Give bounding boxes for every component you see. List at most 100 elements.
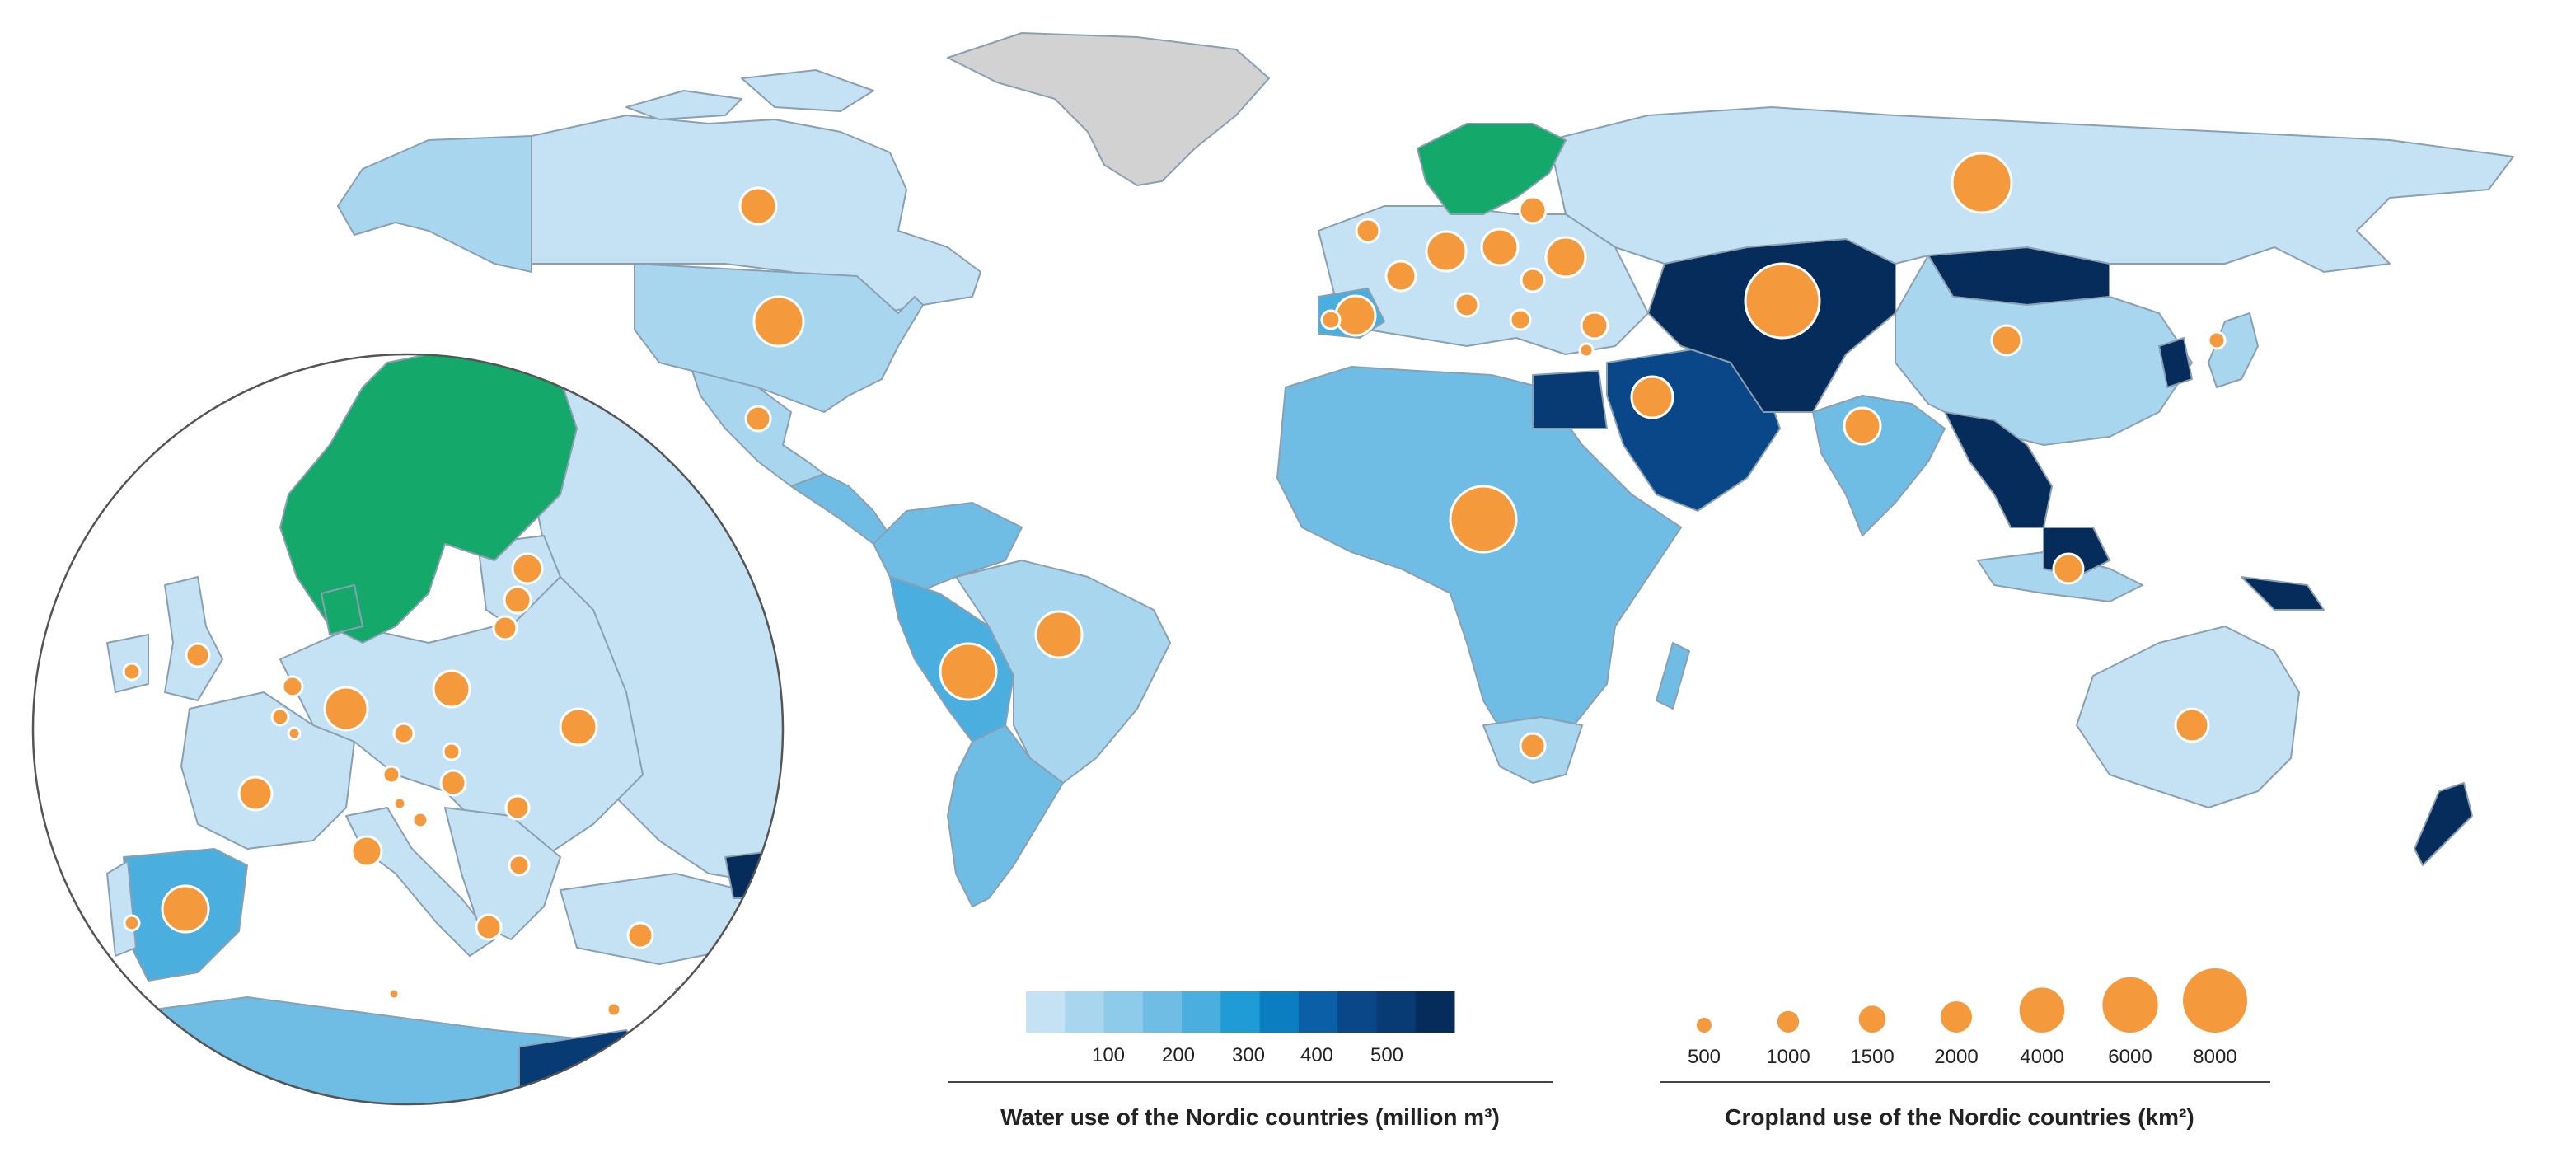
water-scale-ticks: 100 200 300 400 500 — [1092, 1044, 1403, 1066]
bubble-canada — [738, 186, 778, 226]
water-scale-step — [1259, 991, 1300, 1033]
country-japan — [2208, 312, 2259, 388]
cropland-size-bubble — [2017, 986, 2067, 1034]
cropland-size-bubble — [1695, 1016, 1713, 1034]
water-tick-label: 400 — [1300, 1044, 1333, 1066]
bubble-peru — [939, 642, 998, 701]
water-scale-step — [1103, 991, 1144, 1033]
water-tick-label: 300 — [1232, 1044, 1265, 1066]
bubble-inset-uk — [185, 642, 211, 668]
bubble-poland-world — [1480, 227, 1520, 267]
water-use-legend: 100 200 300 400 500 Water use of the Nordic … — [948, 991, 1553, 1130]
cropland-size-label: 2000 — [1934, 1046, 1978, 1068]
country-papua-new-guinea — [2241, 576, 2325, 611]
bubble-france-world — [1384, 260, 1417, 293]
bubble-inset-portugal — [123, 914, 141, 932]
bubble-greece-world — [1509, 308, 1532, 331]
country-canada-islands — [625, 69, 874, 120]
cropland-size-label: 1000 — [1766, 1046, 1810, 1068]
bubble-south-africa — [1519, 732, 1547, 760]
cropland-size-label: 4000 — [2020, 1046, 2063, 1068]
water-scale-step — [1220, 991, 1261, 1033]
bubble-inset-slovakia — [442, 742, 461, 761]
country-russia — [1548, 106, 2514, 273]
water-scale-step — [1376, 991, 1417, 1033]
region-nordic-world — [1417, 123, 1567, 215]
inset-cropland-bubbles — [122, 552, 654, 1018]
bubble-spain-world — [1334, 294, 1377, 337]
bubble-cyprus-world — [1578, 342, 1595, 358]
bubble-italy-world — [1454, 292, 1480, 318]
water-scale-step — [1337, 991, 1377, 1033]
bubble-inset-cyprus — [606, 1001, 622, 1018]
country-china — [1895, 255, 2193, 446]
cropland-size-label: 8000 — [2193, 1046, 2236, 1068]
country-usa-alaska — [337, 135, 532, 273]
bubble-inset-czech — [392, 722, 415, 745]
inset-denmark — [321, 584, 363, 635]
bubble-brazil — [1034, 610, 1084, 659]
bubble-baltic-world — [1518, 195, 1548, 225]
cropland-size-bubble — [2101, 975, 2160, 1035]
bubble-saudi-arabia — [1630, 375, 1674, 419]
world-cropland-bubbles — [738, 152, 2227, 760]
region-central-america — [790, 473, 891, 545]
cropland-use-legend: 500 1000 1500 2000 4000 6000 8000 Cropland use… — [1660, 967, 2270, 1130]
bubble-central-africa — [1449, 485, 1518, 554]
bubble-india — [1843, 406, 1882, 446]
bubble-australia — [2174, 707, 2210, 743]
inset-caucasus — [724, 848, 783, 899]
bubble-kazakhstan — [1744, 262, 1821, 340]
bubble-inset-belgium — [270, 707, 290, 727]
country-greenland — [947, 32, 1270, 186]
bubble-inset-croatia — [411, 811, 429, 829]
bubble-inset-slovenia — [392, 796, 407, 811]
bubble-china — [1990, 324, 2023, 357]
inset-uk — [164, 576, 223, 701]
bubble-inset-italy — [350, 835, 383, 868]
water-tick-label: 200 — [1162, 1044, 1195, 1066]
water-color-scale — [1026, 991, 1455, 1033]
europe-inset — [31, 353, 785, 1106]
water-scale-step — [1182, 991, 1221, 1033]
region-southern-south-america — [947, 724, 1064, 907]
bubble-inset-estonia — [511, 552, 544, 585]
cropland-size-label: 500 — [1688, 1046, 1721, 1068]
country-brazil — [955, 560, 1171, 784]
bubble-inset-serbia — [508, 854, 531, 877]
water-scale-step — [1415, 991, 1455, 1033]
bubble-inset-lithuania — [492, 615, 518, 641]
cropland-size-label: 1500 — [1850, 1046, 1894, 1068]
cropland-size-label: 6000 — [2108, 1046, 2152, 1068]
bubble-inset-france — [237, 775, 274, 812]
bubble-inset-poland — [432, 669, 471, 709]
bubble-uk-world — [1355, 218, 1381, 244]
country-egypt — [1532, 370, 1608, 429]
inset-portugal — [106, 860, 137, 957]
bubble-inset-luxembourg — [287, 726, 302, 741]
bubble-usa — [752, 295, 805, 348]
water-legend-title: Water use of the Nordic countries (milli… — [1000, 1104, 1500, 1130]
bubble-inset-germany — [323, 686, 369, 732]
inset-balkans — [444, 807, 561, 940]
cropland-size-bubble — [2181, 967, 2249, 1034]
bubble-inset-turkey — [626, 921, 654, 949]
bubble-inset-ireland — [122, 662, 142, 682]
bubble-inset-greece — [475, 913, 503, 941]
bubble-inset-ukraine — [559, 707, 598, 747]
bubble-inset-hungary — [439, 769, 467, 797]
water-scale-step — [1298, 991, 1338, 1033]
bubble-inset-romania — [504, 794, 531, 821]
cropland-size-bubbles: 500 1000 1500 2000 4000 6000 8000 — [1688, 967, 2249, 1068]
bubble-japan — [2207, 330, 2227, 350]
inset-turkey — [560, 873, 742, 965]
cropland-size-bubble — [1775, 1009, 1801, 1035]
bubble-mexico — [744, 405, 772, 433]
water-tick-label: 500 — [1370, 1044, 1403, 1066]
bubble-indonesia — [2052, 552, 2085, 585]
inset-border — [31, 353, 785, 1106]
bubble-inset-spain — [161, 884, 210, 934]
water-scale-step — [1026, 991, 1066, 1033]
bubble-russia — [1951, 152, 2013, 214]
